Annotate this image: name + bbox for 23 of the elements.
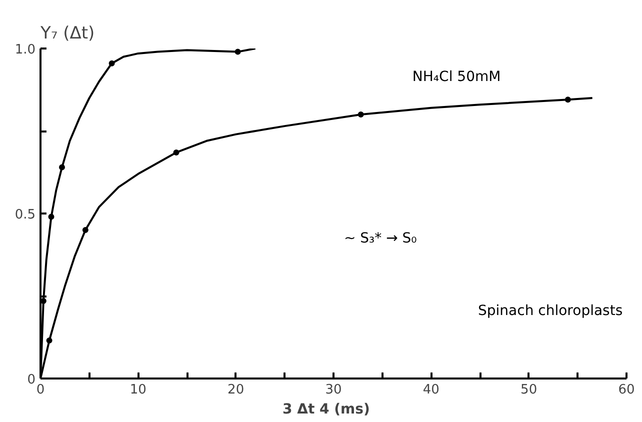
x-tick-label: 50 (520, 382, 538, 398)
annotation: NH₄Cl 50mM (412, 68, 501, 85)
y-axis-title: Y₇ (Δt) (40, 24, 95, 44)
point (564, 96, 571, 103)
point (173, 149, 180, 156)
point (58, 164, 65, 170)
x-tick-label: 30 (325, 382, 342, 398)
x-tick-label: 10 (130, 382, 146, 398)
point (108, 60, 115, 66)
y-tick-label: 1.0 (14, 42, 36, 58)
x-axis-title: 3 Δt 4 (ms) (282, 402, 370, 418)
y-tick-label: 0.5 (14, 208, 36, 222)
point (234, 48, 241, 55)
annotation: ~ S₃* → S₀ (344, 230, 418, 246)
x-tick-label: 60 (618, 382, 635, 398)
point (82, 227, 88, 233)
point (48, 214, 54, 220)
x-tick-label: 20 (228, 382, 244, 398)
point (358, 112, 364, 118)
y-tick-label: 0 (27, 372, 36, 388)
point (46, 338, 52, 344)
annotation: Spinach chloroplasts (478, 303, 623, 320)
x-tick-label: 40 (422, 382, 440, 398)
